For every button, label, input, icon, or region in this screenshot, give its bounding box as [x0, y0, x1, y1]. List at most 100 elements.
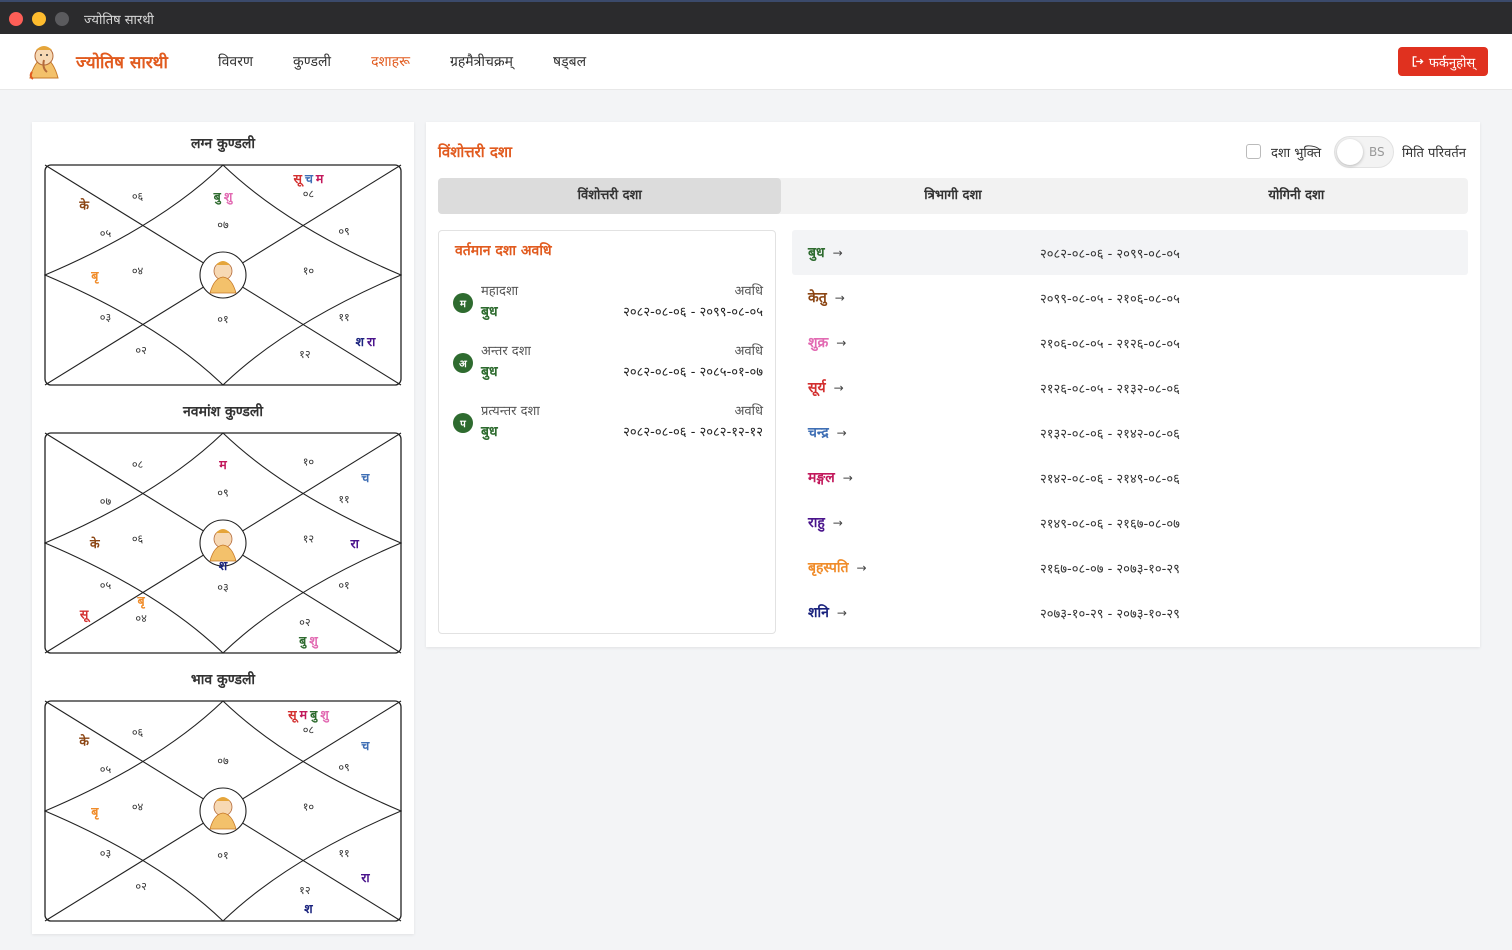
dasha-range: २१३२-०८-०६ - २१४२-०८-०६ — [1040, 427, 1180, 442]
house-number: १२ — [299, 884, 310, 897]
tab-vimshottari[interactable]: विंशोत्तरी दशा — [438, 178, 782, 214]
planet-group: श — [219, 558, 228, 573]
house-number: ०४ — [132, 265, 144, 278]
planet-label: च — [360, 470, 370, 485]
nav-dashas[interactable]: दशाहरू — [371, 54, 410, 70]
dasha-planet-label: सूर्य — [808, 380, 826, 396]
nav-vivaran[interactable]: विवरण — [218, 54, 254, 70]
minimize-window-button[interactable] — [32, 12, 46, 26]
nav-shadbal[interactable]: षड्बल — [553, 54, 587, 70]
zoom-window-button[interactable] — [55, 12, 69, 26]
chart-title-bhava: भाव कुण्डली — [190, 672, 256, 688]
house-number: ०८ — [303, 724, 315, 737]
current-dasha-title: वर्तमान दशा अवधि — [455, 243, 552, 259]
planet-label: श — [355, 334, 364, 349]
house-number: ०२ — [135, 880, 146, 893]
logout-button[interactable]: फर्कनुहोस् — [1398, 47, 1488, 76]
house-number: १० — [303, 265, 315, 278]
ganesha-crown — [216, 261, 230, 265]
planet-group: के — [89, 536, 101, 551]
date-convert-label: मिति परिवर्तन — [1402, 146, 1466, 161]
planet-group: बृ — [90, 804, 99, 820]
dasha-list-row[interactable]: मङ्गल → २१४२-०८-०६ - २१४९-०८-०६ — [792, 455, 1468, 500]
planet-label: शु — [320, 707, 330, 723]
planet-group: सू — [79, 606, 90, 622]
main-nav: विवरण कुण्डली दशाहरू ग्रहमैत्रीचक्रम् षड… — [218, 52, 626, 71]
dasha-planet-name: शनि → — [808, 603, 847, 622]
arrow-right-icon: → — [833, 381, 844, 395]
antardasha-badge: अ — [453, 353, 473, 373]
dasha-list-row[interactable]: शनि → २०७३-१०-२९ - २०७३-१०-२९ — [792, 590, 1468, 635]
toggle-bs-label: BS — [1369, 145, 1385, 159]
house-number: ०१ — [338, 579, 349, 592]
window-title: ज्योतिष सारथी — [84, 13, 154, 28]
planet-label: म — [315, 171, 324, 186]
dasha-panel: विंशोत्तरी दशा दशा भुक्ति BS मिति परिवर्… — [426, 122, 1480, 647]
house-number: ०५ — [100, 579, 112, 592]
tab-tribhagi[interactable]: त्रिभागी दशा — [924, 188, 982, 203]
house-number: ०५ — [100, 227, 112, 240]
planet-group: बृ — [137, 593, 146, 609]
arrow-right-icon: → — [836, 426, 847, 440]
dasha-list-row[interactable]: बृहस्पति → २१६७-०८-०७ - २०७३-१०-२९ — [792, 545, 1468, 590]
planet-label: शु — [309, 633, 319, 649]
dasha-list-row[interactable]: शुक्र → २१०६-०८-०५ - २१२६-०८-०५ — [792, 320, 1468, 365]
house-number: १२ — [303, 533, 314, 546]
house-number: ०५ — [100, 763, 112, 776]
tab-yogini[interactable]: योगिनी दशा — [1268, 188, 1325, 203]
planet-label: रा — [366, 334, 376, 349]
house-number: ०७ — [100, 495, 112, 508]
dasha-list-row[interactable]: बुध → २०८२-०८-०६ - २०९९-०८-०५ — [792, 230, 1468, 275]
window-titlebar: ज्योतिष सारथी — [0, 0, 1512, 34]
chart-title-lagna: लग्न कुण्डली — [190, 136, 256, 152]
arrow-right-icon: → — [836, 606, 847, 620]
dasha-planet-name: मङ्गल → — [808, 468, 853, 487]
planet-label: रा — [350, 536, 360, 551]
house-number: ११ — [338, 493, 349, 506]
dasha-planet-label: शुक्र — [808, 335, 829, 351]
planet-label: सू — [292, 171, 303, 187]
planet-label: बु — [309, 707, 318, 723]
dasha-list-row[interactable]: सूर्य → २१२६-०८-०५ - २१३२-०८-०६ — [792, 365, 1468, 410]
ganesha-logo[interactable] — [24, 42, 64, 82]
planet-group: सू म बु शु — [287, 707, 330, 723]
dasha-list-row[interactable]: केतु → २०९९-०८-०५ - २१०६-०८-०५ — [792, 275, 1468, 320]
house-number: ०६ — [132, 726, 144, 739]
dasha-range: २१०६-०८-०५ - २१२६-०८-०५ — [1040, 337, 1180, 352]
house-number: ०१ — [217, 849, 228, 862]
mahadasha-range: २०८२-०८-०६ - २०९९-०८-०५ — [623, 305, 763, 320]
pratyantardasha-range: २०८२-०८-०६ - २०८२-१२-१२ — [623, 425, 763, 440]
brand-name[interactable]: ज्योतिष सारथी — [76, 53, 168, 73]
bhava-kundali-chart: ०१ ०२ ०३ ०४ ०५ ०६ ०७ ०८ ०९ १० ११ १२ सू म बु शु रा च श के बृ — [44, 700, 402, 922]
planet-label: सू — [79, 606, 90, 622]
dasha-bhukti-checkbox[interactable] — [1246, 144, 1261, 159]
current-dasha-card: वर्तमान दशा अवधि म महादशा बुध अवधि २०८२-… — [438, 230, 776, 634]
planet-group: म — [218, 457, 227, 472]
nav-kundali[interactable]: कुण्डली — [293, 54, 332, 70]
chart-title-navamsha: नवमांश कुण्डली — [183, 404, 263, 420]
planet-group: बृ — [90, 268, 99, 284]
dasha-planet-name: चन्द्र → — [808, 423, 847, 442]
dasha-list-row[interactable]: चन्द्र → २१३२-०८-०६ - २१४२-०८-०६ — [792, 410, 1468, 455]
house-number: ०१ — [217, 313, 228, 326]
date-convert-toggle[interactable]: BS — [1334, 136, 1394, 168]
house-number: ०९ — [338, 225, 349, 238]
planet-label: बु — [298, 633, 307, 649]
dasha-panel-title: विंशोत्तरी दशा — [438, 143, 512, 161]
arrow-right-icon: → — [832, 516, 843, 530]
house-number: ०७ — [217, 218, 229, 231]
close-window-button[interactable] — [9, 12, 23, 26]
dasha-list-row[interactable]: राहु → २१४९-०८-०६ - २१६७-०८-०७ — [792, 500, 1468, 545]
planet-label: रा — [360, 870, 370, 885]
planet-group: श रा — [355, 334, 376, 349]
dasha-bhukti-label: दशा भुक्ति — [1271, 146, 1322, 161]
dasha-range: २०८२-०८-०६ - २०९९-०८-०५ — [1040, 247, 1180, 262]
nav-grahamaitri[interactable]: ग्रहमैत्रीचक्रम् — [449, 54, 514, 70]
ganesha-body — [209, 276, 237, 294]
dasha-planet-name: बुध → — [808, 243, 843, 262]
antardasha-range: २०८२-०८-०६ - २०८५-०१-०७ — [623, 365, 763, 380]
dasha-range: २०७३-१०-२९ - २०७३-१०-२९ — [1040, 607, 1180, 622]
ganesha-icon — [209, 529, 237, 562]
chart-inner-diamond — [44, 164, 402, 386]
planet-label: के — [78, 198, 90, 213]
